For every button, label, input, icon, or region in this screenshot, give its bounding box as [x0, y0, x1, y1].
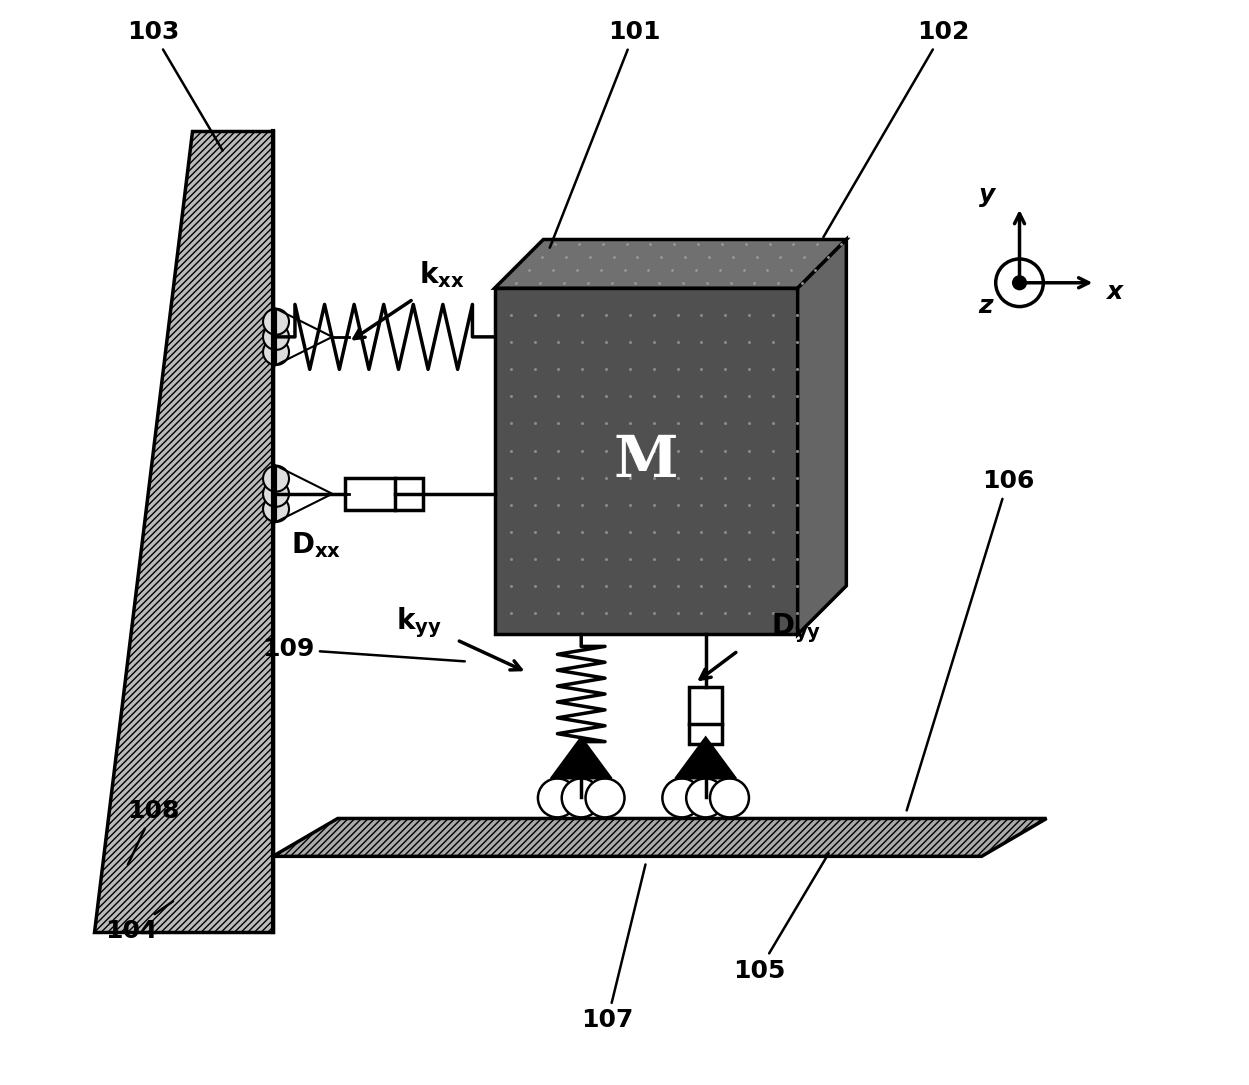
- Text: 102: 102: [823, 21, 969, 238]
- Text: 103: 103: [126, 21, 222, 151]
- Text: z: z: [978, 294, 993, 318]
- Circle shape: [562, 778, 601, 817]
- Text: 109: 109: [262, 637, 465, 662]
- Text: 105: 105: [733, 853, 828, 983]
- Text: 108: 108: [126, 800, 179, 865]
- Text: 101: 101: [550, 21, 661, 247]
- Bar: [689, 687, 722, 744]
- Text: 107: 107: [581, 865, 646, 1032]
- Polygon shape: [94, 131, 272, 932]
- Circle shape: [264, 339, 289, 365]
- Polygon shape: [551, 738, 612, 778]
- Polygon shape: [495, 240, 847, 289]
- Text: $\mathbf{D_{xx}}$: $\mathbf{D_{xx}}$: [291, 531, 341, 560]
- Text: 106: 106: [907, 470, 1034, 810]
- Circle shape: [586, 778, 624, 817]
- Circle shape: [264, 324, 289, 349]
- Circle shape: [995, 259, 1043, 307]
- Text: x: x: [1107, 280, 1122, 304]
- Bar: [495, 289, 798, 635]
- Text: $\mathbf{k_{yy}}$: $\mathbf{k_{yy}}$: [396, 605, 442, 640]
- Text: $\mathbf{k_{xx}}$: $\mathbf{k_{xx}}$: [418, 258, 465, 290]
- Text: y: y: [979, 182, 995, 206]
- Polygon shape: [676, 738, 736, 778]
- Bar: [345, 477, 422, 510]
- Circle shape: [264, 465, 289, 492]
- Polygon shape: [798, 240, 847, 635]
- Text: 104: 104: [105, 902, 174, 943]
- Circle shape: [264, 496, 289, 522]
- Circle shape: [538, 778, 577, 817]
- Circle shape: [709, 778, 749, 817]
- Polygon shape: [272, 818, 1047, 856]
- Circle shape: [1012, 276, 1027, 291]
- Circle shape: [264, 309, 289, 334]
- Circle shape: [686, 778, 726, 817]
- Circle shape: [662, 778, 702, 817]
- Text: M: M: [613, 433, 678, 489]
- Circle shape: [264, 481, 289, 507]
- Text: $\mathbf{D_{yy}}$: $\mathbf{D_{yy}}$: [771, 612, 821, 646]
